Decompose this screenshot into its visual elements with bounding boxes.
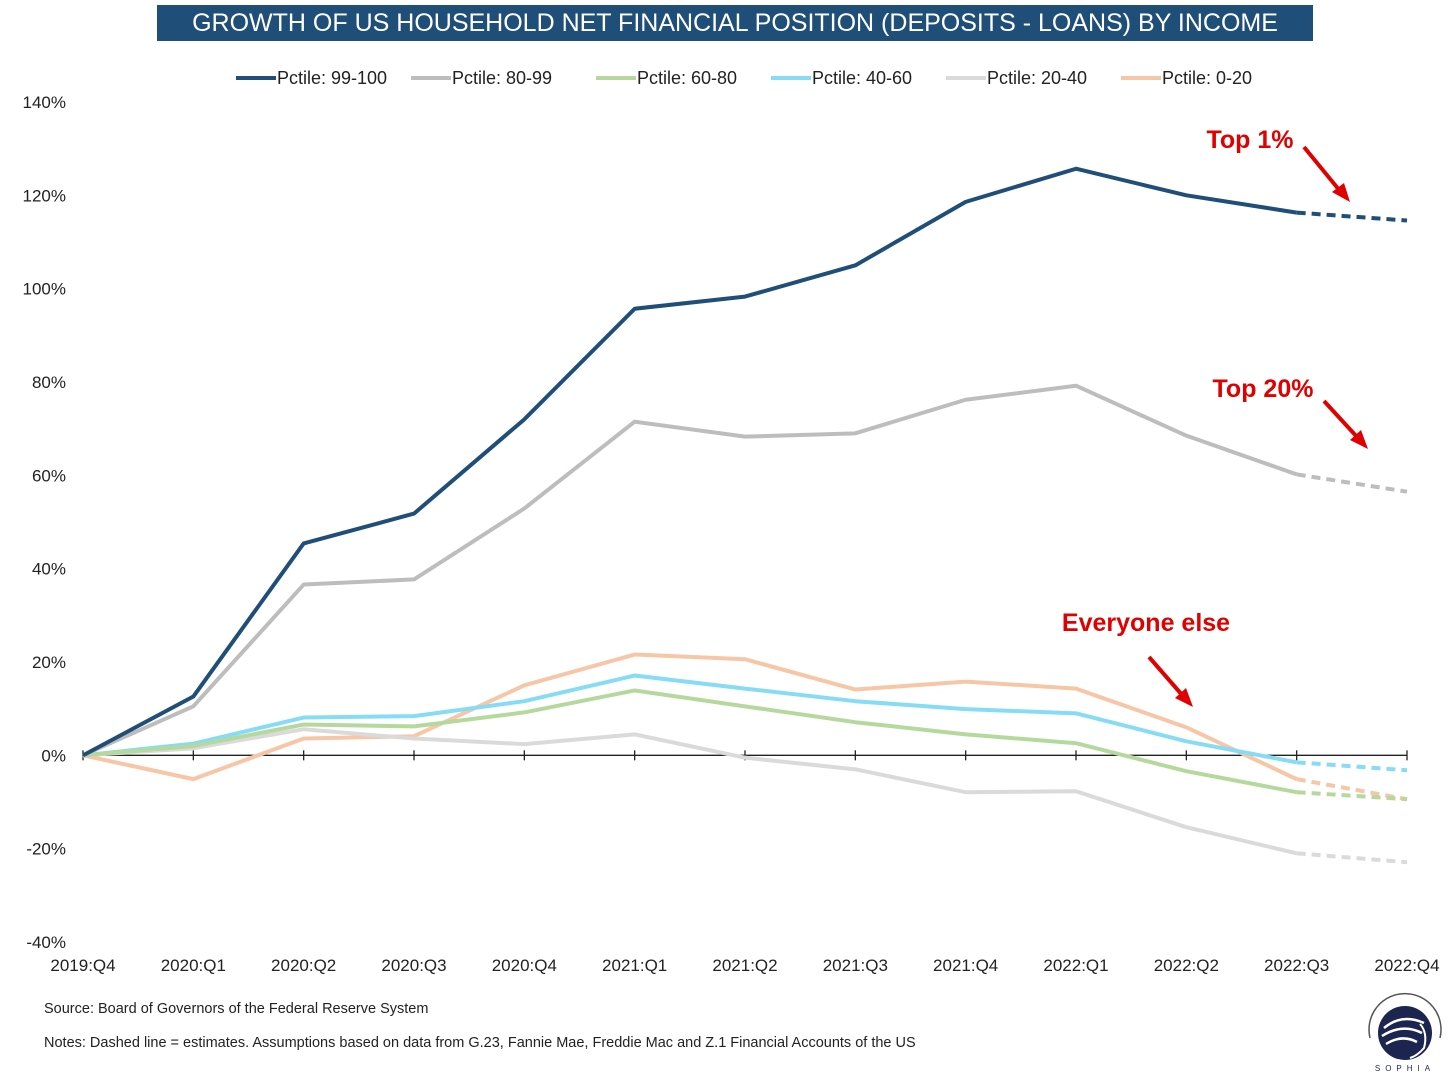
y-tick-label: 100% <box>23 280 66 299</box>
series-estimate-line <box>1296 851 1408 865</box>
legend-label: Pctile: 20-40 <box>987 68 1087 88</box>
x-tick-label: 2020:Q1 <box>161 956 226 975</box>
series-estimate-line <box>1296 210 1408 223</box>
series-line <box>82 673 1298 765</box>
y-tick-label: 80% <box>32 373 66 392</box>
x-tick-label: 2022:Q3 <box>1264 956 1329 975</box>
legend-label: Pctile: 80-99 <box>452 68 552 88</box>
x-axis: 2019:Q4 2020:Q1 2020:Q2 2020:Q3 2020:Q4 2021:… <box>50 750 1440 975</box>
arrow-icon <box>1147 145 1368 707</box>
legend-label: Pctile: 0-20 <box>1162 68 1252 88</box>
y-tick-label: -20% <box>26 840 66 859</box>
y-tick-label: 40% <box>32 560 66 579</box>
x-tick-label: 2022:Q1 <box>1043 956 1108 975</box>
y-tick-label: 140% <box>23 93 66 112</box>
x-tick-label: 2021:Q4 <box>933 956 998 975</box>
annotation-top-20: Top 20% <box>1213 375 1314 403</box>
y-tick-label: 0% <box>41 746 66 765</box>
series-line <box>82 383 1298 758</box>
series-estimate-line <box>1296 777 1408 802</box>
notes-text: Notes: Dashed line = estimates. Assumpti… <box>44 1035 916 1051</box>
x-tick-label: 2020:Q3 <box>381 956 446 975</box>
y-tick-label: -40% <box>26 933 66 952</box>
legend-label: Pctile: 60-80 <box>637 68 737 88</box>
x-tick-label: 2022:Q4 <box>1374 956 1439 975</box>
annotation-everyone-else: Everyone else <box>1062 609 1230 637</box>
y-tick-label: 20% <box>32 653 66 672</box>
svg-text:SOPHIA: SOPHIA <box>1375 1064 1435 1073</box>
x-tick-label: 2019:Q4 <box>50 956 115 975</box>
y-tick-label: 120% <box>23 186 66 205</box>
x-tick-label: 2021:Q1 <box>602 956 667 975</box>
x-tick-label: 2022:Q2 <box>1154 956 1219 975</box>
source-note: Source: Board of Governors of the Federa… <box>44 1001 429 1017</box>
x-tick-label: 2020:Q4 <box>492 956 557 975</box>
x-tick-label: 2020:Q2 <box>271 956 336 975</box>
x-tick-label: 2021:Q2 <box>712 956 777 975</box>
y-tick-label: 60% <box>32 466 66 485</box>
annotation-top-1: Top 1% <box>1206 126 1293 154</box>
y-axis: -40% -20% 0% 20% 40% 60% 80% 100% 120% 140% <box>23 93 66 952</box>
series-lines <box>82 166 1408 865</box>
series-estimate-line <box>1296 790 1408 802</box>
series-line <box>82 166 1297 758</box>
series-estimate-line <box>1296 760 1408 773</box>
legend-label: Pctile: 99-100 <box>277 68 387 88</box>
series-line <box>82 727 1298 856</box>
legend: Pctile: 99-100 Pctile: 80-99 Pctile: 60-80… <box>236 68 1252 88</box>
chart-title: GROWTH OF US HOUSEHOLD NET FINANCIAL POS… <box>157 5 1313 41</box>
legend-label: Pctile: 40-60 <box>812 68 912 88</box>
annotations: Top 1% Top 20% Everyone else <box>1062 126 1368 707</box>
sophia-logo: SOPHIA <box>1368 992 1442 1073</box>
series-line <box>82 652 1298 782</box>
series-estimate-line <box>1296 472 1408 494</box>
series-line <box>82 688 1298 795</box>
x-tick-label: 2021:Q3 <box>823 956 888 975</box>
